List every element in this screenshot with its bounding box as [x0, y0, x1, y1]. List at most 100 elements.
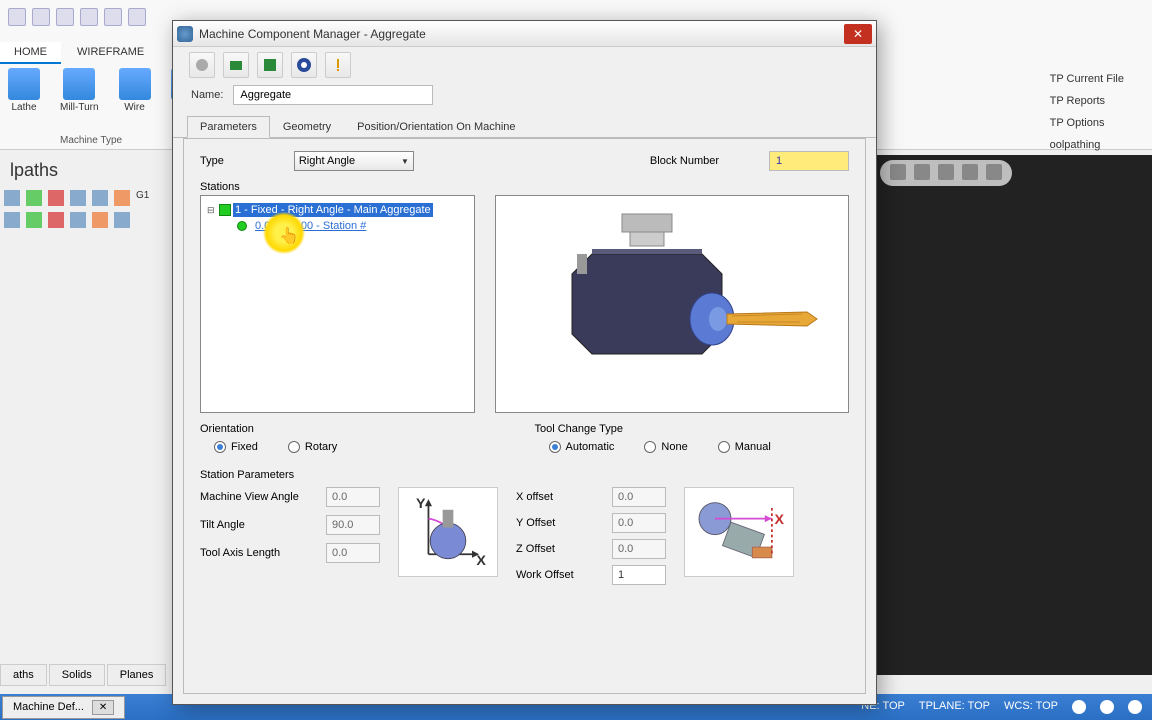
zoff-input[interactable] — [612, 539, 666, 559]
toolbar-new-icon[interactable] — [189, 52, 215, 78]
toolbar-save-icon[interactable] — [257, 52, 283, 78]
viewport-btn[interactable] — [938, 164, 954, 180]
viewport-btn[interactable] — [914, 164, 930, 180]
tal-input[interactable] — [326, 543, 380, 563]
radio-label: Fixed — [231, 441, 258, 453]
left-panel-title: lpaths — [10, 160, 58, 181]
radio-label: Manual — [735, 441, 771, 453]
name-label: Name: — [191, 89, 223, 101]
viewport-btn[interactable] — [962, 164, 978, 180]
toolbar-icon[interactable] — [70, 190, 86, 206]
bottom-tab[interactable]: Planes — [107, 664, 167, 686]
toolbar-icon[interactable] — [4, 190, 20, 206]
tool-millturn[interactable]: Mill-Turn — [60, 68, 99, 113]
tree-root-label[interactable]: 1 - Fixed - Right Angle - Main Aggregate — [233, 203, 433, 217]
radio-icon — [549, 441, 561, 453]
qat-btn[interactable] — [32, 8, 50, 26]
qat-btn[interactable] — [104, 8, 122, 26]
left-toolbar-1: G1 — [4, 190, 152, 206]
toolbar-icon[interactable]: G1 — [136, 190, 152, 206]
ribbon-tab-home[interactable]: HOME — [0, 42, 61, 64]
station-parameters-group: Station Parameters Machine View Angle Ti… — [200, 469, 849, 585]
tool-wire[interactable]: Wire — [119, 68, 151, 113]
aggregate-icon — [219, 204, 231, 216]
bottom-tab[interactable]: Solids — [49, 664, 105, 686]
tree-root-node[interactable]: ⊟ 1 - Fixed - Right Angle - Main Aggrega… — [205, 202, 470, 218]
right-item[interactable]: TP Reports — [1042, 92, 1132, 110]
lathe-icon — [8, 68, 40, 100]
tool-lathe[interactable]: Lathe — [8, 68, 40, 113]
radio-none[interactable]: None — [644, 441, 687, 453]
qat-btn[interactable] — [80, 8, 98, 26]
expand-icon[interactable]: ⊟ — [207, 205, 217, 216]
qat-btn[interactable] — [56, 8, 74, 26]
woff-label: Work Offset — [516, 569, 574, 581]
toolbar-icon[interactable] — [70, 212, 86, 228]
toolbar-warning-icon[interactable] — [325, 52, 351, 78]
orientation-tctype-row: Orientation Fixed Rotary Tool Change Typ… — [200, 423, 849, 453]
viewport-btn[interactable] — [890, 164, 906, 180]
xoff-label: X offset — [516, 491, 553, 503]
type-dropdown[interactable]: Right Angle ▼ — [294, 151, 414, 171]
woff-input[interactable] — [612, 565, 666, 585]
ribbon-tab-wireframe[interactable]: WIREFRAME — [63, 42, 158, 64]
mva-input[interactable] — [326, 487, 380, 507]
viewport-3d[interactable] — [876, 155, 1152, 675]
toolbar-icon[interactable] — [26, 190, 42, 206]
toolbar-open-icon[interactable] — [223, 52, 249, 78]
tal-label: Tool Axis Length — [200, 547, 280, 559]
close-button[interactable]: ✕ — [844, 24, 872, 44]
status-item[interactable]: WCS: TOP — [1004, 700, 1058, 714]
taskbar-item[interactable]: Machine Def... ✕ — [2, 696, 125, 719]
tab-geometry[interactable]: Geometry — [270, 116, 344, 138]
toolbar-icon[interactable] — [48, 190, 64, 206]
radio-fixed[interactable]: Fixed — [214, 441, 258, 453]
offset-diagram: X — [684, 487, 794, 577]
status-icon[interactable] — [1072, 700, 1086, 714]
viewport-btn[interactable] — [986, 164, 1002, 180]
toolbar-icon[interactable] — [4, 212, 20, 228]
ribbon-group-label: Machine Type — [60, 135, 122, 146]
task-close-icon[interactable]: ✕ — [92, 700, 114, 715]
radio-manual[interactable]: Manual — [718, 441, 771, 453]
stations-tree[interactable]: ⊟ 1 - Fixed - Right Angle - Main Aggrega… — [200, 195, 475, 413]
xoff-input[interactable] — [612, 487, 666, 507]
toolbar-icon[interactable] — [114, 212, 130, 228]
toolbar-gear-icon[interactable] — [291, 52, 317, 78]
status-icon[interactable] — [1128, 700, 1142, 714]
toolbar-icon[interactable] — [92, 212, 108, 228]
right-item[interactable]: TP Current File — [1042, 70, 1132, 88]
status-icon[interactable] — [1100, 700, 1114, 714]
radio-automatic[interactable]: Automatic — [549, 441, 615, 453]
blocknum-input[interactable] — [769, 151, 849, 171]
toolbar-icon[interactable] — [114, 190, 130, 206]
toolbar-icon[interactable] — [26, 212, 42, 228]
radio-rotary[interactable]: Rotary — [288, 441, 337, 453]
orientation-label: Orientation — [200, 423, 515, 435]
tool-label: Lathe — [11, 102, 36, 113]
qat-btn[interactable] — [128, 8, 146, 26]
tree-child-label[interactable]: 0.00 / 90.00 - Station # — [253, 219, 368, 233]
toolbar-icon[interactable] — [92, 190, 108, 206]
bottom-tab[interactable]: aths — [0, 664, 47, 686]
qat-btn[interactable] — [8, 8, 26, 26]
tilt-input[interactable] — [326, 515, 380, 535]
chevron-down-icon: ▼ — [401, 157, 409, 166]
aggregate-3d-preview-icon — [522, 204, 822, 404]
right-item[interactable]: oolpathing — [1042, 136, 1132, 154]
name-input[interactable] — [233, 85, 433, 105]
dialog-titlebar[interactable]: Machine Component Manager - Aggregate ✕ — [173, 21, 876, 47]
radio-icon — [288, 441, 300, 453]
type-blocknum-row: Type Right Angle ▼ Block Number — [200, 151, 849, 171]
tab-parameters[interactable]: Parameters — [187, 116, 270, 138]
tab-position[interactable]: Position/Orientation On Machine — [344, 116, 528, 138]
toolbar-icon[interactable] — [48, 212, 64, 228]
status-item[interactable]: TPLANE: TOP — [919, 700, 990, 714]
tree-child-node[interactable]: 👆 0.00 / 90.00 - Station # — [205, 218, 470, 234]
toolchange-label: Tool Change Type — [535, 423, 850, 435]
yoff-label: Y Offset — [516, 517, 555, 529]
task-label: Machine Def... — [13, 701, 84, 713]
yoff-input[interactable] — [612, 513, 666, 533]
right-item[interactable]: TP Options — [1042, 114, 1132, 132]
tool-label: Wire — [124, 102, 145, 113]
